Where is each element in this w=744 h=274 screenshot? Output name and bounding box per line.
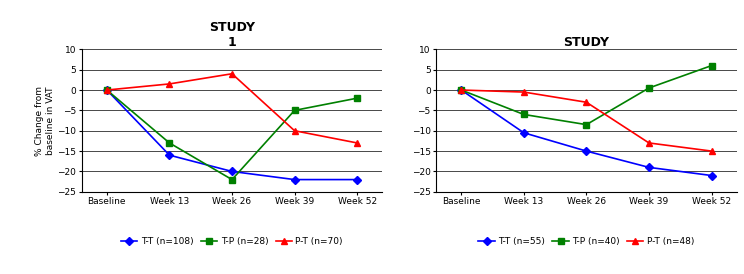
- Y-axis label: % Change from
baseline in VAT: % Change from baseline in VAT: [35, 85, 54, 156]
- Title: STUDY
1: STUDY 1: [209, 21, 255, 49]
- Title: STUDY: STUDY: [563, 36, 609, 49]
- Legend: T-T (n=55), T-P (n=40), P-T (n=48): T-T (n=55), T-P (n=40), P-T (n=48): [475, 234, 698, 250]
- Legend: T-T (n=108), T-P (n=28), P-T (n=70): T-T (n=108), T-P (n=28), P-T (n=70): [118, 234, 347, 250]
